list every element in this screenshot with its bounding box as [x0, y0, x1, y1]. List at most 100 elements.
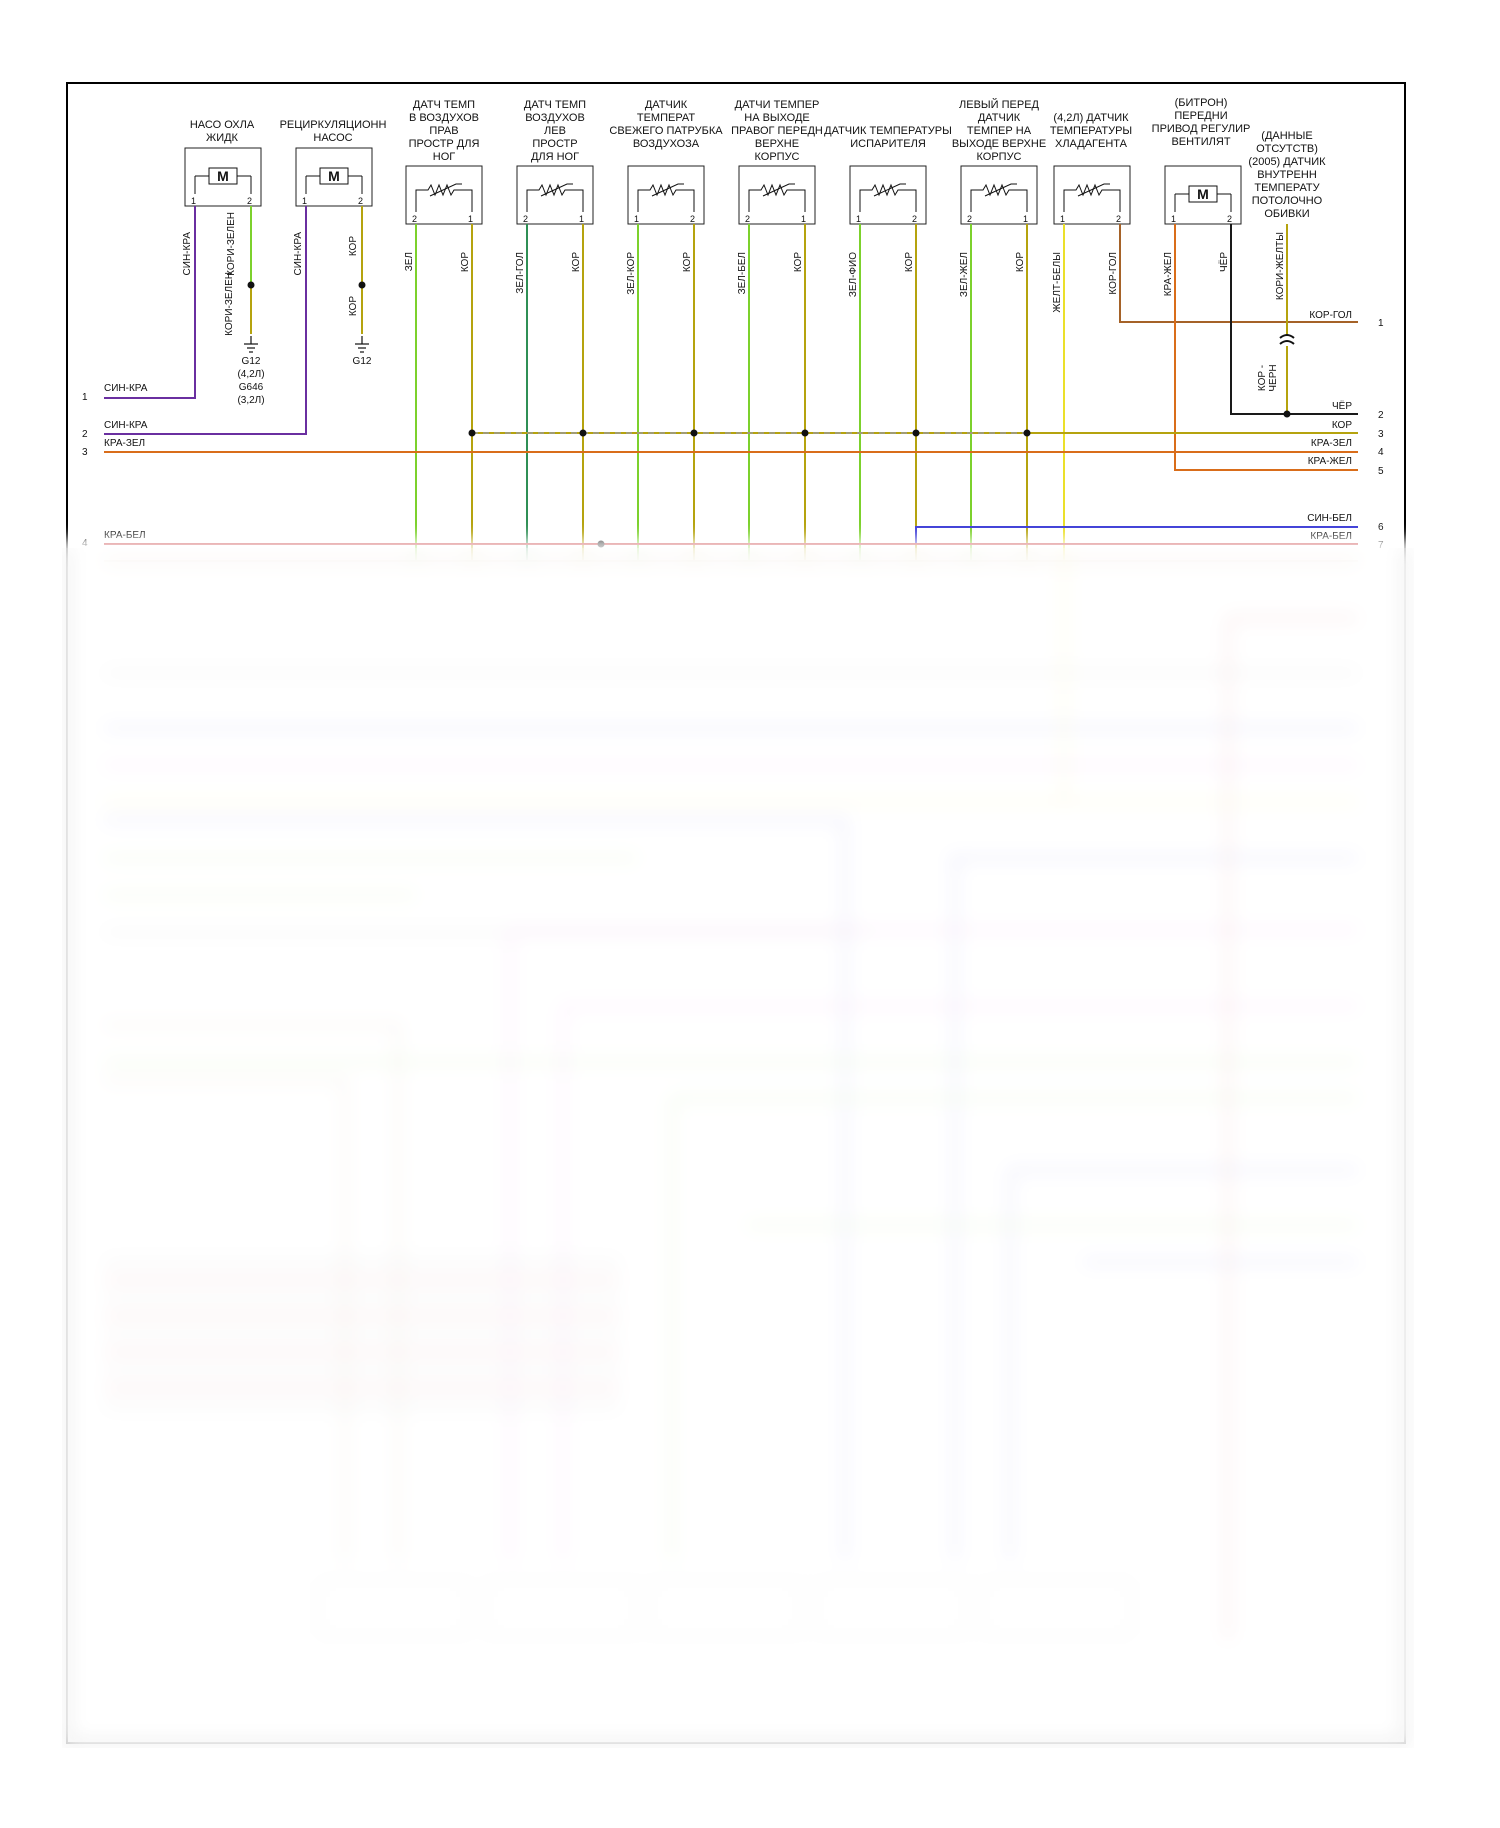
- splice-dot: [801, 429, 809, 437]
- wire-label-rfront_2: ЗЕЛ-БЕЛ: [737, 252, 748, 294]
- thermistor-icon: [415, 183, 473, 212]
- splice-dot: [358, 281, 366, 289]
- comp-label-right-foot-sensor: ДАТЧ ТЕМП В ВОЗДУХОВ ПРАВ ПРОСТР ДЛЯ НОГ: [409, 99, 480, 163]
- right-front-sensor-box: [738, 165, 816, 225]
- pin-number: 2: [1227, 214, 1232, 224]
- comp-label-right-front-upper-sensor: ДАТЧИ ТЕМПЕР НА ВЫХОДЕ ПРАВОГ ПЕРЕДН ВЕРХНЕ…: [731, 99, 823, 163]
- wire-label-pump_2: КОРИ-ЗЕЛЕН: [226, 212, 237, 276]
- left-pin-4: 4: [82, 538, 88, 549]
- motor-icon: M: [1174, 185, 1232, 212]
- comp-label-recirc-pump: РЕЦИРКУЛЯЦИОНН НАСОС: [280, 119, 387, 144]
- comp-label-headliner-sensor: (ДАННЫЕ ОТСУТСТВ) (2005) ДАТЧИК ВНУТРЕНН ТЕМ…: [1248, 130, 1326, 220]
- right-label-4: КРА-ЖЕЛ: [1308, 456, 1352, 467]
- splice-dot: [468, 429, 476, 437]
- left-label-1: СИН-КРА: [104, 383, 148, 394]
- left-pin-3: 3: [82, 447, 88, 458]
- wire-label-pump_1: СИН-КРА: [182, 232, 193, 276]
- thermistor-icon: [748, 183, 806, 212]
- thermistor-icon: [637, 183, 695, 212]
- wire-label-rfoot_1: КОР: [460, 252, 471, 272]
- wire-label-lfoot_1: КОР: [571, 252, 582, 272]
- inline-connector-icon: [1279, 334, 1295, 345]
- splice-dot: [247, 281, 255, 289]
- pin-number: 2: [247, 196, 252, 206]
- wire-label-recirc_2b: КОР: [348, 296, 359, 316]
- right-pin-3: 4: [1378, 447, 1384, 458]
- pin-number: 2: [912, 214, 917, 224]
- ground-label-g12: G12: [353, 356, 372, 367]
- wire-label-headliner: КОРИ-ЖЕЛТЫ: [1275, 232, 1286, 300]
- wire-label-kor-chern: КОР -: [1257, 365, 1268, 391]
- right-label-7: КРА-БЕЛ: [1310, 531, 1352, 542]
- wire-label-lfront_1: КОР: [1015, 252, 1026, 272]
- pin-number: 2: [523, 214, 528, 224]
- pin-number: 2: [690, 214, 695, 224]
- pin-number: 1: [634, 214, 639, 224]
- wire-coolant-2: [1119, 224, 1358, 323]
- wire-label-lfoot_2: ЗЕЛ-ГОЛ: [515, 252, 526, 294]
- ground-label-g12-g646: G12 (4,2Л) G646 (3,2Л): [237, 356, 264, 406]
- comp-label-coolant-temp-sensor: (4,2Л) ДАТЧИК ТЕМПЕРАТУРЫ ХЛАДАГЕНТА: [1050, 112, 1132, 150]
- wire-label-fresh_1: ЗЕЛ-КОР: [626, 252, 637, 295]
- splice-dot: [912, 429, 920, 437]
- splice-dot: [1023, 429, 1031, 437]
- splice-dot: [579, 429, 587, 437]
- pin-number: 1: [801, 214, 806, 224]
- splice-dot: [1283, 410, 1291, 418]
- comp-label-left-front-upper-sensor: ЛЕВЫЙ ПЕРЕД ДАТЧИК ТЕМПЕР НА ВЫХОДЕ ВЕРХНЕ К…: [952, 98, 1046, 163]
- left-label-4: КРА-БЕЛ: [104, 530, 146, 541]
- wire-label-evap_2: КОР: [904, 252, 915, 272]
- right-label-3: КРА-ЗЕЛ: [1311, 438, 1352, 449]
- splice-dot: [690, 429, 698, 437]
- coolant-sensor-box: [1053, 165, 1131, 225]
- comp-label-fresh-air-sensor: ДАТЧИК ТЕМПЕРАТ СВЕЖЕГО ПАТРУБКА ВОЗДУХОЗА: [609, 99, 723, 150]
- wire-label-rfront_1: КОР: [793, 252, 804, 272]
- fresh-air-sensor-box: [627, 165, 705, 225]
- thermistor-icon: [1063, 183, 1121, 212]
- wire-sin-bel: [915, 526, 1358, 543]
- wire-label-coolant_2: КОР-ГОЛ: [1108, 252, 1119, 295]
- wire-label-blower_1: КРА-ЖЕЛ: [1163, 252, 1174, 296]
- wire-recirc-1: [104, 206, 307, 435]
- pin-number: 1: [1023, 214, 1028, 224]
- right-pin-1: 1: [1378, 318, 1384, 329]
- pin-number: 1: [1060, 214, 1065, 224]
- thermistor-icon: [526, 183, 584, 212]
- left-front-sensor-box: [960, 165, 1038, 225]
- thermistor-icon: [970, 183, 1028, 212]
- wire-label-kor-chern: ЧЕРН: [1268, 364, 1279, 391]
- left-pin-2: 2: [82, 429, 88, 440]
- right-label-kor: КОР: [1332, 420, 1352, 431]
- pin-number: 1: [579, 214, 584, 224]
- splice-dot: [597, 540, 605, 548]
- ground-icon: [355, 336, 369, 353]
- right-label-1: КОР-ГОЛ: [1309, 310, 1352, 321]
- right-pin-2: 2: [1378, 410, 1384, 421]
- wire-blower-1: [1174, 224, 1358, 471]
- comp-label-left-foot-sensor: ДАТЧ ТЕМП ВОЗДУХОВ ЛЕВ ПРОСТР ДЛЯ НОГ: [524, 99, 586, 163]
- wire-label-fresh_2: КОР: [682, 252, 693, 272]
- pin-number: 2: [967, 214, 972, 224]
- motor-icon: M: [305, 167, 363, 194]
- svg-text:M: M: [328, 168, 340, 184]
- wire-label-recirc_1: СИН-КРА: [293, 232, 304, 276]
- svg-text:M: M: [1197, 186, 1209, 202]
- wire-label-rfoot_2: ЗЕЛ: [404, 252, 415, 271]
- left-foot-sensor-box: [516, 165, 594, 225]
- pin-number: 1: [468, 214, 473, 224]
- wire-label-blower_2: ЧЁР: [1218, 252, 1230, 272]
- wire-label-coolant_1: ЖЕЛТ-БЕЛЫ: [1052, 252, 1063, 313]
- right-label-2: ЧЁР: [1332, 400, 1352, 412]
- motor-icon: M: [194, 167, 252, 194]
- pin-number: 1: [856, 214, 861, 224]
- ground-icon: [244, 336, 258, 353]
- pin-number: 2: [412, 214, 417, 224]
- left-label-2: СИН-КРА: [104, 420, 148, 431]
- pin-number: 2: [745, 214, 750, 224]
- blurred-lower-section: [62, 548, 1414, 1748]
- pin-number: 1: [1171, 214, 1176, 224]
- wire-label-pump_2b: КОРИ-ЗЕЛЕН: [224, 272, 235, 336]
- right-label-6: СИН-БЕЛ: [1307, 513, 1352, 524]
- right-pin-4: 5: [1378, 466, 1384, 477]
- left-pin-1: 1: [82, 392, 88, 403]
